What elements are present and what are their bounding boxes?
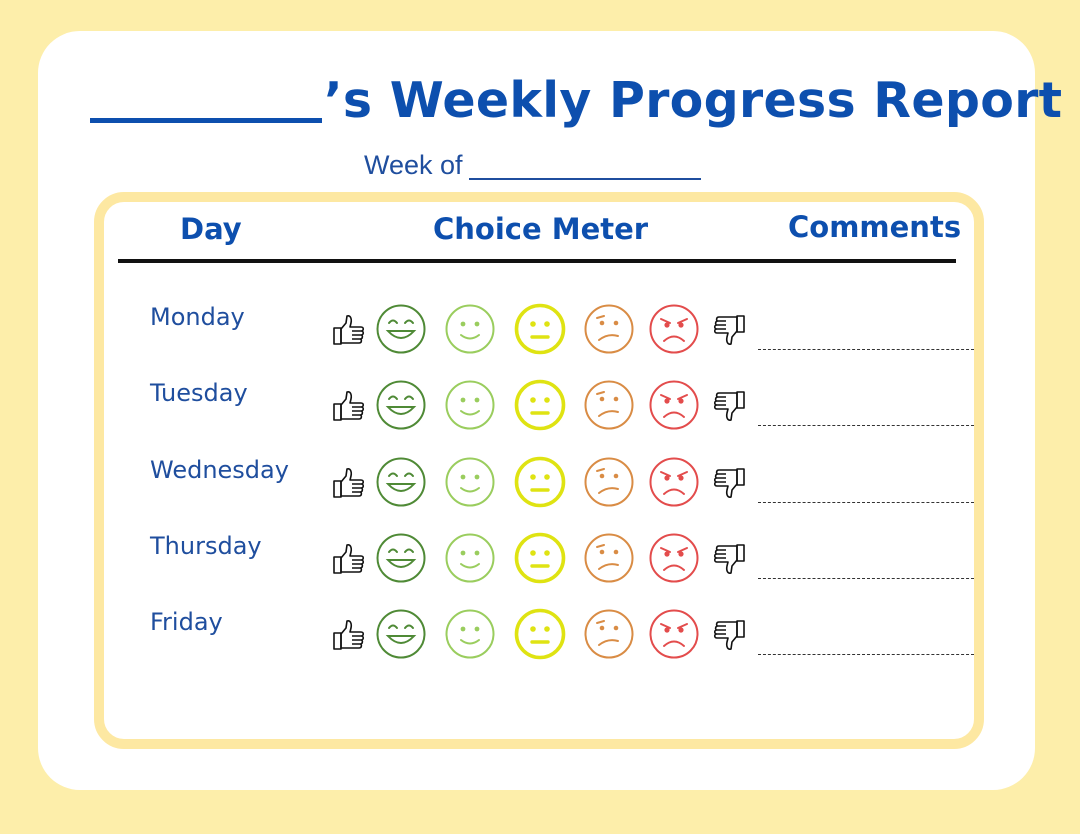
day-label: Monday [150,303,245,331]
thumbs-down-icon[interactable] [712,312,746,346]
thumbs-up-icon[interactable] [332,314,366,348]
neutral-face-icon[interactable] [514,532,566,584]
column-header-choice-meter: Choice Meter [433,212,649,246]
upset-face-icon[interactable] [648,379,700,431]
column-header-day: Day [180,212,242,246]
smile-face-icon[interactable] [444,608,496,660]
frown-face-icon[interactable] [583,608,635,660]
thumbs-up-icon[interactable] [332,467,366,501]
day-row: Friday [0,608,1080,668]
thumbs-down-icon[interactable] [712,388,746,422]
neutral-face-icon[interactable] [514,456,566,508]
frown-face-icon[interactable] [583,379,635,431]
thumbs-up-icon[interactable] [332,619,366,653]
upset-face-icon[interactable] [648,608,700,660]
big-smile-face-icon[interactable] [375,379,427,431]
week-of-label: Week of [364,150,463,180]
comment-line[interactable] [758,578,974,579]
upset-face-icon[interactable] [648,303,700,355]
column-header-comments: Comments [788,210,962,244]
frown-face-icon[interactable] [583,303,635,355]
big-smile-face-icon[interactable] [375,608,427,660]
name-blank[interactable] [90,68,322,123]
smile-face-icon[interactable] [444,532,496,584]
title-text: ’s Weekly Progress Report [324,72,1063,129]
thumbs-down-icon[interactable] [712,541,746,575]
day-label: Thursday [150,532,262,560]
frown-face-icon[interactable] [583,532,635,584]
frown-face-icon[interactable] [583,456,635,508]
thumbs-up-icon[interactable] [332,543,366,577]
comment-line[interactable] [758,425,974,426]
smile-face-icon[interactable] [444,456,496,508]
day-label: Tuesday [150,379,248,407]
thumbs-up-icon[interactable] [332,390,366,424]
neutral-face-icon[interactable] [514,303,566,355]
thumbs-down-icon[interactable] [712,465,746,499]
upset-face-icon[interactable] [648,532,700,584]
day-row: Thursday [0,532,1080,592]
day-row: Tuesday [0,379,1080,439]
big-smile-face-icon[interactable] [375,456,427,508]
day-row: Monday [0,303,1080,363]
week-of-blank[interactable] [468,156,701,180]
comment-line[interactable] [758,654,974,655]
comment-line[interactable] [758,349,974,350]
upset-face-icon[interactable] [648,456,700,508]
page-title: ’s Weekly Progress Report [90,68,1062,133]
smile-face-icon[interactable] [444,303,496,355]
big-smile-face-icon[interactable] [375,532,427,584]
day-label: Friday [150,608,223,636]
neutral-face-icon[interactable] [514,608,566,660]
day-row: Wednesday [0,456,1080,516]
big-smile-face-icon[interactable] [375,303,427,355]
day-label: Wednesday [150,456,289,484]
neutral-face-icon[interactable] [514,379,566,431]
thumbs-down-icon[interactable] [712,617,746,651]
smile-face-icon[interactable] [444,379,496,431]
comment-line[interactable] [758,502,974,503]
header-divider [118,259,956,263]
week-of-line: Week of [364,150,701,181]
